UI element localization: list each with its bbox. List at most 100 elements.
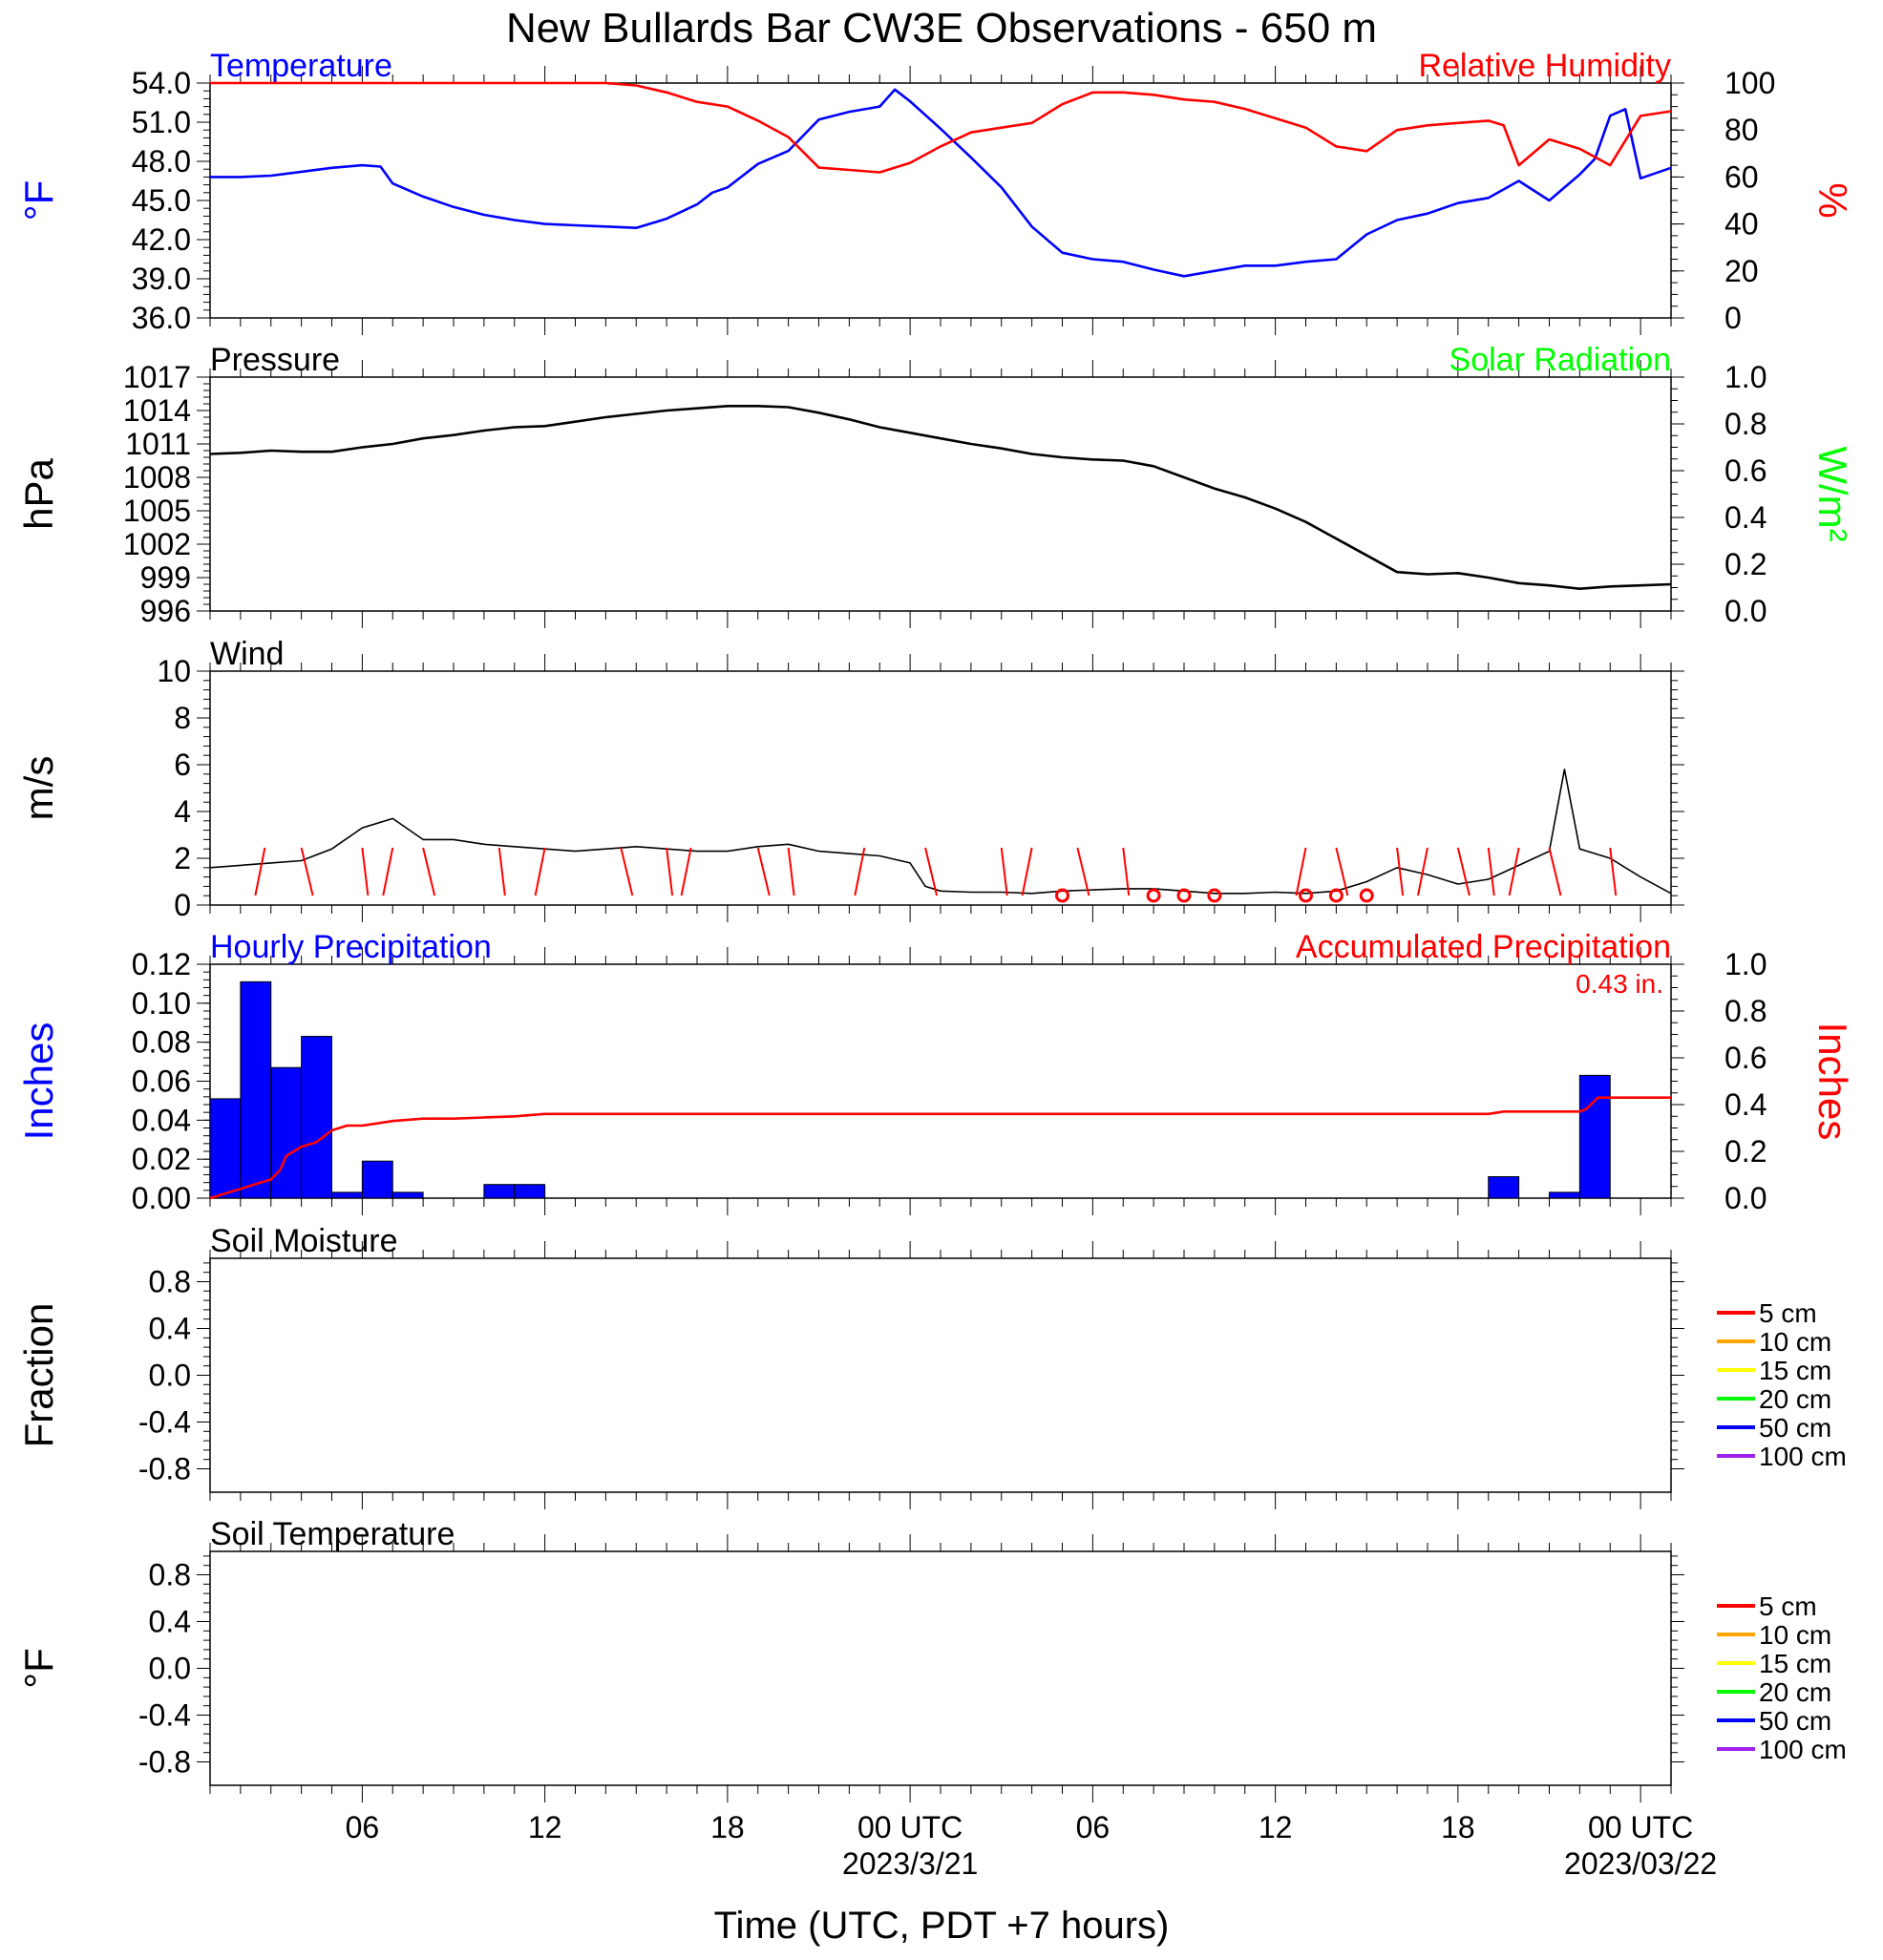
- wind-barb: [254, 847, 266, 896]
- panel-title-right: Relative Humidity: [1418, 48, 1671, 84]
- y-tick-label-left: 0.8: [149, 1558, 191, 1592]
- wind-barb: [382, 847, 394, 896]
- calm-wind-marker: [1299, 888, 1313, 903]
- x-tick-label: 06: [1076, 1810, 1111, 1844]
- series-accumulated-precipitation: [209, 1096, 1671, 1200]
- wind-barb: [756, 847, 771, 896]
- y-tick-label-left: 2: [174, 841, 191, 875]
- legend-label: 100 cm: [1759, 1442, 1847, 1471]
- y-tick-label-left: 45.0: [132, 183, 191, 218]
- panel-title-left: Temperature: [210, 48, 392, 84]
- wind-barb: [1000, 847, 1008, 896]
- wind-barb: [620, 847, 634, 896]
- y-tick-label-right: 40: [1724, 207, 1759, 242]
- x-tick-label: 06: [346, 1810, 380, 1844]
- y-tick-label-left: 1005: [123, 494, 191, 528]
- y-tick-label-left: 0.02: [132, 1142, 191, 1176]
- wind-barb: [361, 847, 370, 896]
- y-axis-label-right: %: [1810, 182, 1855, 218]
- wind-barb: [1508, 847, 1520, 896]
- y-tick-label-left: 0.0: [149, 1652, 191, 1686]
- wind-barb: [1417, 847, 1428, 896]
- precip-bar: [270, 1066, 303, 1199]
- y-axis-label-left: °F: [16, 1648, 61, 1688]
- calm-wind-marker: [1359, 888, 1374, 903]
- y-tick-label-left: 0.04: [132, 1103, 191, 1137]
- y-axis-label-right: Inches: [1810, 1022, 1855, 1141]
- y-tick-label-left: 0.10: [132, 986, 191, 1021]
- panel-frame: [209, 1550, 1672, 1786]
- y-tick-label-right: 0.0: [1724, 1181, 1767, 1215]
- wind-barb: [666, 847, 674, 896]
- panel-wind: 10 8 6 4 2 0 Wind m/s: [16, 636, 1684, 922]
- calm-wind-marker: [1055, 888, 1069, 903]
- panel-frame: [209, 376, 1672, 612]
- panel-temperature-rh: 54.0 51.0 48.0 45.0 42.0 39.0 36.0 100 80 60 40 20 0…: [16, 48, 1855, 335]
- precip-bar: [361, 1160, 393, 1199]
- precip-bar: [1549, 1191, 1580, 1199]
- legend-label: 5 cm: [1759, 1591, 1817, 1621]
- x-tick-label: 12: [528, 1810, 562, 1844]
- y-tick-label-left: -0.4: [138, 1405, 191, 1440]
- legend-label: 20 cm: [1759, 1677, 1831, 1707]
- y-tick-label-left: 0.06: [132, 1064, 191, 1099]
- wind-barb: [854, 847, 866, 896]
- series-wind-speed: [209, 769, 1672, 895]
- wind-barb: [534, 847, 546, 896]
- legend-label: 10 cm: [1759, 1327, 1831, 1357]
- y-tick-label-right: 0.6: [1724, 1041, 1767, 1075]
- series-relative-humidity: [210, 81, 1672, 174]
- precip-bar: [301, 1036, 332, 1199]
- y-tick-label-left: 1002: [123, 527, 191, 561]
- y-tick-label-right: 100: [1724, 66, 1775, 100]
- y-axis-label-left: Fraction: [16, 1303, 61, 1448]
- y-tick-label-left: 0.4: [149, 1312, 191, 1346]
- y-axis-label-left: Inches: [16, 1022, 61, 1141]
- y-tick-label-right: 0.4: [1724, 500, 1767, 535]
- wind-barb: [1295, 847, 1307, 896]
- wind-barb: [680, 847, 692, 896]
- legend-label: 15 cm: [1759, 1356, 1831, 1385]
- wind-barb: [1122, 847, 1131, 896]
- precip-bar: [391, 1191, 424, 1199]
- y-tick-label-left: -0.4: [138, 1698, 191, 1733]
- y-tick-label-right: 0.0: [1724, 594, 1767, 628]
- y-tick-label-left: 1017: [123, 360, 191, 394]
- panel-frame: [209, 963, 1672, 1199]
- y-tick-label-left: 42.0: [132, 222, 191, 257]
- accumulated-total-label: 0.43 in.: [1576, 969, 1663, 999]
- precip-bar: [1488, 1176, 1520, 1199]
- y-axis-label-left: °F: [16, 180, 61, 221]
- wind-barb: [1396, 847, 1405, 896]
- wind-barb: [1609, 847, 1618, 896]
- y-tick-label-left: -0.8: [138, 1452, 191, 1486]
- y-tick-label-left: 0.08: [132, 1025, 191, 1060]
- wind-barb: [497, 847, 506, 896]
- legend-label: 50 cm: [1759, 1413, 1831, 1443]
- y-tick-label-right: 0.6: [1724, 453, 1767, 488]
- y-tick-label-right: 20: [1724, 254, 1759, 288]
- x-axis-title: Time (UTC, PDT +7 hours): [714, 1905, 1170, 1947]
- panel-precipitation: 0.12 0.10 0.08 0.06 0.04 0.02 0.00 1.0 0.8 0.6 0.4…: [16, 929, 1855, 1215]
- y-tick-label-right: 1.0: [1724, 360, 1767, 394]
- x-tick-label: 18: [1441, 1810, 1475, 1844]
- y-axis-label-left: hPa: [16, 457, 61, 529]
- legend-label: 10 cm: [1759, 1620, 1831, 1650]
- y-tick-label-left: 999: [140, 560, 191, 595]
- precip-bar: [331, 1191, 363, 1199]
- y-tick-label-left: 1014: [123, 393, 191, 428]
- series-pressure: [209, 404, 1672, 591]
- panels: 54.051.048.045.042.039.036.0100806040200…: [16, 48, 1855, 1881]
- y-tick-label-left: 10: [157, 654, 191, 688]
- y-tick-label-left: 0.4: [149, 1605, 191, 1639]
- wind-barb: [1076, 847, 1090, 896]
- wind-barb: [787, 847, 795, 896]
- wind-barb: [422, 847, 436, 896]
- precip-bar: [514, 1184, 546, 1199]
- wind-barb: [1021, 847, 1033, 896]
- wind-barb: [1487, 847, 1495, 896]
- y-tick-label-left: 54.0: [132, 66, 191, 100]
- wind-barb: [1335, 847, 1349, 896]
